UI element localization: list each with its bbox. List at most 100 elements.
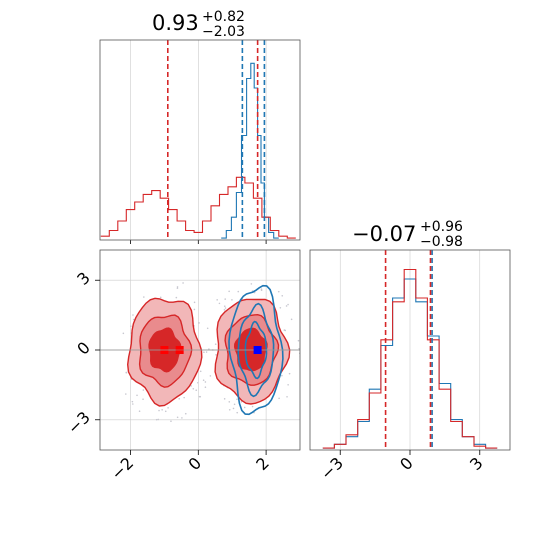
scatter-dot xyxy=(214,343,217,345)
scatter-dot xyxy=(125,393,127,395)
scatter-dot xyxy=(237,290,240,293)
x-tick-label-2: 2 xyxy=(252,453,273,474)
scatter-dot xyxy=(138,410,141,413)
param1-title-value: 0.93 xyxy=(152,11,199,35)
scatter-dot xyxy=(250,283,253,285)
scatter-dot xyxy=(281,294,284,297)
param2-title-value: −0.07 xyxy=(352,222,416,246)
scatter-dot xyxy=(287,383,289,386)
x-tick-label-1: 0 xyxy=(396,453,417,474)
scatter-dot xyxy=(164,410,167,413)
scatter-dot xyxy=(208,348,210,350)
param1-title-minus: −2.03 xyxy=(202,24,245,40)
scatter-dot xyxy=(131,400,134,403)
scatter-dot xyxy=(283,329,286,331)
param2-grid xyxy=(339,250,481,450)
scatter-dot xyxy=(175,296,178,299)
scatter-dot xyxy=(251,405,254,408)
panel-joint-contour: −2 0 2 −3 0 3 xyxy=(64,249,301,484)
scatter-dot xyxy=(136,394,138,397)
scatter-dot xyxy=(243,406,246,409)
scatter-dot xyxy=(195,389,198,392)
scatter-dot xyxy=(233,403,236,406)
scatter-dot xyxy=(228,408,231,411)
marker-square-2 xyxy=(253,346,262,354)
scatter-dot xyxy=(240,401,243,403)
scatter-dot xyxy=(199,370,202,373)
scatter-dot xyxy=(122,332,125,335)
scatter-dot xyxy=(132,403,134,405)
scatter-dot xyxy=(224,298,227,300)
scatter-dot xyxy=(209,375,212,377)
scatter-dot xyxy=(215,353,217,356)
scatter-dot xyxy=(182,282,184,284)
scatter-dot xyxy=(170,420,172,422)
param1-title-plus: +0.82 xyxy=(202,9,245,25)
param2-x-ticks: −3 0 3 xyxy=(317,450,487,484)
scatter-dot xyxy=(290,318,293,321)
scatter-dot xyxy=(228,290,230,293)
scatter-dot xyxy=(161,409,163,411)
scatter-dot xyxy=(218,302,221,305)
scatter-dot xyxy=(288,372,291,375)
scatter-dot xyxy=(278,397,280,400)
scatter-dot xyxy=(202,379,205,382)
scatter-dot xyxy=(205,351,208,353)
scatter-dot xyxy=(224,307,227,309)
x-tick-label-0: −2 xyxy=(107,453,137,483)
x-tick-label-2: 3 xyxy=(466,453,487,474)
scatter-dot xyxy=(176,416,179,419)
scatter-dot xyxy=(206,327,209,330)
histogram-series-0 xyxy=(221,62,279,239)
scatter-dot xyxy=(198,322,200,324)
param1-grid xyxy=(130,40,267,244)
scatter-dot xyxy=(176,287,179,289)
scatter-dot xyxy=(181,417,183,419)
scatter-dot xyxy=(142,398,144,400)
scatter-dot xyxy=(216,299,218,301)
scatter-dot xyxy=(198,395,201,398)
scatter-dot xyxy=(192,387,195,390)
param2-histogram-series xyxy=(322,268,498,449)
scatter-dot xyxy=(132,318,135,321)
scatter-dot xyxy=(158,409,160,412)
scatter-dot xyxy=(178,397,181,400)
scatter-dot xyxy=(231,299,233,301)
scatter-dot xyxy=(184,412,187,415)
scatter-dot xyxy=(279,306,282,309)
y-tick-label-0: −3 xyxy=(64,408,94,438)
joint-red-contours xyxy=(122,282,300,422)
joint-y-ticks: −3 0 3 xyxy=(64,268,100,438)
scatter-dot xyxy=(297,339,300,342)
scatter-dot xyxy=(228,401,231,403)
scatter-dot xyxy=(167,407,169,409)
scatter-dot xyxy=(223,305,226,308)
scatter-dot xyxy=(204,381,207,383)
scatter-dot xyxy=(203,351,205,354)
param2-title-minus: −0.98 xyxy=(420,234,463,250)
x-tick-label-1: 0 xyxy=(184,453,205,474)
param1-panel-frame xyxy=(99,39,301,241)
scatter-dot xyxy=(286,395,288,398)
scatter-dot xyxy=(193,308,196,311)
scatter-dot xyxy=(142,389,145,391)
scatter-dot xyxy=(125,371,128,374)
scatter-dot xyxy=(281,374,283,377)
scatter-dot xyxy=(236,411,239,414)
panel-param2-histogram: −0.07 +0.96 −0.98 −3 0 3 xyxy=(309,219,511,484)
scatter-dot xyxy=(232,407,235,410)
param1-histogram-series xyxy=(100,62,296,239)
scatter-dot xyxy=(197,381,199,384)
panel-param1-histogram: 0.93 +0.82 −2.03 xyxy=(99,9,301,244)
joint-markers xyxy=(100,346,300,354)
scatter-dot xyxy=(223,398,226,400)
scatter-dot xyxy=(285,305,288,307)
joint-x-ticks: −2 0 2 xyxy=(107,450,273,484)
param2-title-plus: +0.96 xyxy=(420,219,463,235)
scatter-dot xyxy=(176,286,179,288)
scatter-dot xyxy=(143,296,145,298)
scatter-dot xyxy=(193,301,196,304)
scatter-dot xyxy=(277,290,280,293)
x-tick-label-0: −3 xyxy=(317,453,347,483)
